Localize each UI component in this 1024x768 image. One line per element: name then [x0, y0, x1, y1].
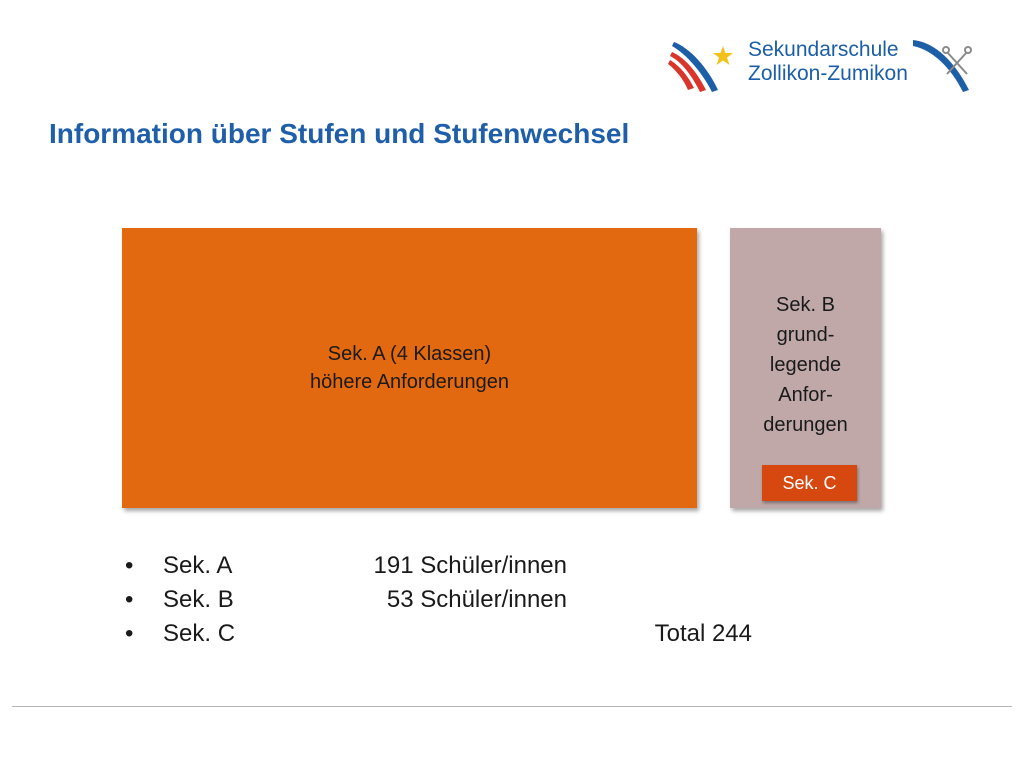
level-label: Sek. B	[163, 586, 234, 613]
logo-swoosh-star-icon	[668, 42, 733, 92]
logo-keys-swoosh-icon	[913, 40, 972, 92]
footer-divider	[12, 706, 1012, 707]
total-count: Total 244	[654, 620, 752, 647]
list-item: • Sek. A 191 Schüler/innen	[125, 552, 775, 586]
sek-b-box: Sek. B grund- legende Anfor- derungen	[730, 228, 881, 508]
sek-a-description: höhere Anforderungen	[309, 371, 510, 393]
sek-c-box: Sek. C	[762, 465, 857, 501]
sek-a-box: Sek. A (4 Klassen) höhere Anforderungen	[122, 228, 697, 508]
sek-b-line: Sek. B	[776, 294, 835, 316]
bullet: •	[125, 552, 134, 579]
sek-b-line: legende	[769, 354, 842, 376]
sek-b-line: grund-	[776, 324, 835, 346]
list-item: • Sek. B 53 Schüler/innen	[125, 586, 775, 620]
student-stats-list: • Sek. A 191 Schüler/innen • Sek. B 53 S…	[125, 552, 775, 654]
bullet: •	[125, 586, 134, 613]
student-count: 53 Schüler/innen	[386, 586, 567, 613]
logo-wordmark: Sekundarschule Zollikon-Zumikon	[748, 38, 908, 86]
sek-a-label: Sek. A (4 Klassen)	[327, 343, 492, 365]
logo-line-1: Sekundarschule	[748, 38, 899, 61]
list-item: • Sek. C Total 244	[125, 620, 775, 654]
logo-line-2: Zollikon-Zumikon	[748, 62, 908, 85]
page-title: Information über Stufen und Stufenwechse…	[49, 118, 630, 149]
student-count: 191 Schüler/innen	[373, 552, 567, 579]
sek-b-line: derungen	[763, 414, 848, 436]
sek-b-text: Sek. B grund- legende Anfor- derungen	[730, 290, 881, 440]
school-logo: Sekundarschule Zollikon-Zumikon	[668, 32, 978, 96]
level-label: Sek. C	[163, 620, 236, 647]
sek-b-line: Anfor-	[778, 384, 833, 406]
bullet: •	[125, 620, 134, 647]
level-label: Sek. A	[163, 552, 233, 579]
